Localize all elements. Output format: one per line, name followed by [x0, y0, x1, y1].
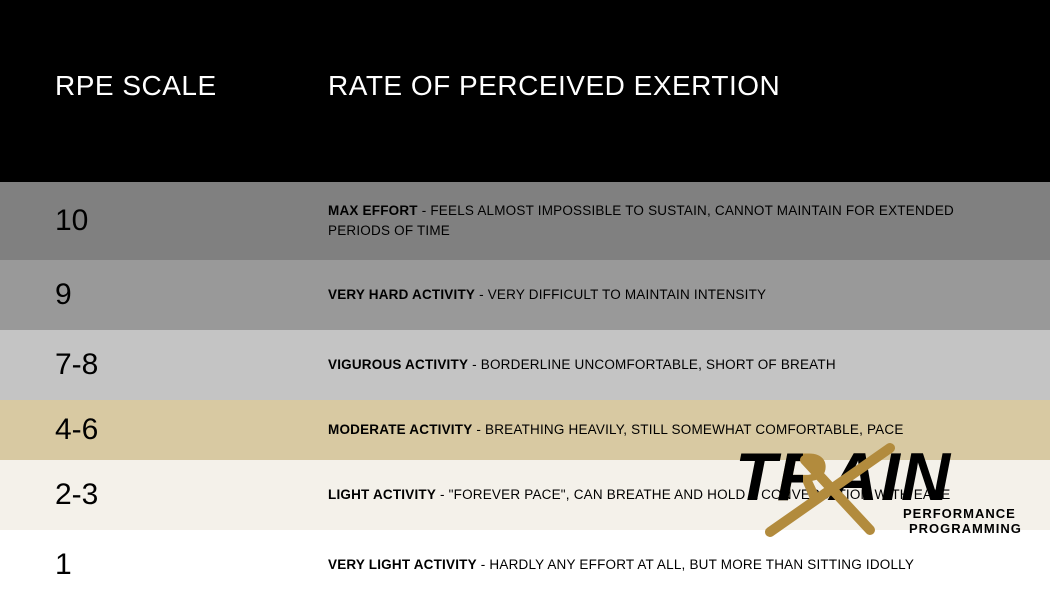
rpe-desc-title: MODERATE ACTIVITY	[328, 422, 472, 437]
header-col-scale: RPE SCALE	[0, 70, 328, 102]
rpe-scale-value: 2-3	[0, 478, 328, 512]
rpe-scale-value: 10	[0, 204, 328, 238]
rpe-desc: VERY LIGHT ACTIVITY - HARDLY ANY EFFORT …	[328, 555, 1050, 575]
rpe-row: 9 VERY HARD ACTIVITY - VERY DIFFICULT TO…	[0, 260, 1050, 330]
rpe-row: 10 MAX EFFORT - FEELS ALMOST IMPOSSIBLE …	[0, 182, 1050, 260]
rpe-desc: LIGHT ACTIVITY - "FOREVER PACE", CAN BRE…	[328, 485, 1050, 505]
rpe-scale-value: 9	[0, 278, 328, 312]
rpe-desc: MODERATE ACTIVITY - BREATHING HEAVILY, S…	[328, 420, 1050, 440]
rpe-desc-text: - "FOREVER PACE", CAN BREATHE AND HOLD A…	[436, 487, 950, 502]
rpe-row: 2-3 LIGHT ACTIVITY - "FOREVER PACE", CAN…	[0, 460, 1050, 530]
rpe-row: 1 VERY LIGHT ACTIVITY - HARDLY ANY EFFOR…	[0, 530, 1050, 600]
rpe-desc-text: - VERY DIFFICULT TO MAINTAIN INTENSITY	[475, 287, 766, 302]
rpe-desc-title: VIGUROUS ACTIVITY	[328, 357, 468, 372]
rpe-desc-title: VERY HARD ACTIVITY	[328, 287, 475, 302]
rpe-desc-text: - BREATHING HEAVILY, STILL SOMEWHAT COMF…	[472, 422, 903, 437]
rpe-desc-text: - HARDLY ANY EFFORT AT ALL, BUT MORE THA…	[477, 557, 914, 572]
rpe-desc-title: LIGHT ACTIVITY	[328, 487, 436, 502]
rpe-desc-title: MAX EFFORT	[328, 203, 418, 218]
rpe-desc-text: - FEELS ALMOST IMPOSSIBLE TO SUSTAIN, CA…	[328, 203, 954, 238]
rpe-rows: 10 MAX EFFORT - FEELS ALMOST IMPOSSIBLE …	[0, 182, 1050, 600]
header-bar: RPE SCALE RATE OF PERCEIVED EXERTION	[0, 0, 1050, 182]
rpe-desc: VERY HARD ACTIVITY - VERY DIFFICULT TO M…	[328, 285, 1050, 305]
rpe-desc-text: - BORDERLINE UNCOMFORTABLE, SHORT OF BRE…	[468, 357, 836, 372]
rpe-row: 4-6 MODERATE ACTIVITY - BREATHING HEAVIL…	[0, 400, 1050, 460]
header-col-desc: RATE OF PERCEIVED EXERTION	[328, 70, 780, 102]
rpe-scale-value: 7-8	[0, 348, 328, 382]
rpe-desc: MAX EFFORT - FEELS ALMOST IMPOSSIBLE TO …	[328, 201, 1050, 242]
rpe-row: 7-8 VIGUROUS ACTIVITY - BORDERLINE UNCOM…	[0, 330, 1050, 400]
rpe-desc: VIGUROUS ACTIVITY - BORDERLINE UNCOMFORT…	[328, 355, 1050, 375]
page: RPE SCALE RATE OF PERCEIVED EXERTION 10 …	[0, 0, 1050, 600]
rpe-scale-value: 4-6	[0, 413, 328, 447]
rpe-desc-title: VERY LIGHT ACTIVITY	[328, 557, 477, 572]
rpe-scale-value: 1	[0, 548, 328, 582]
